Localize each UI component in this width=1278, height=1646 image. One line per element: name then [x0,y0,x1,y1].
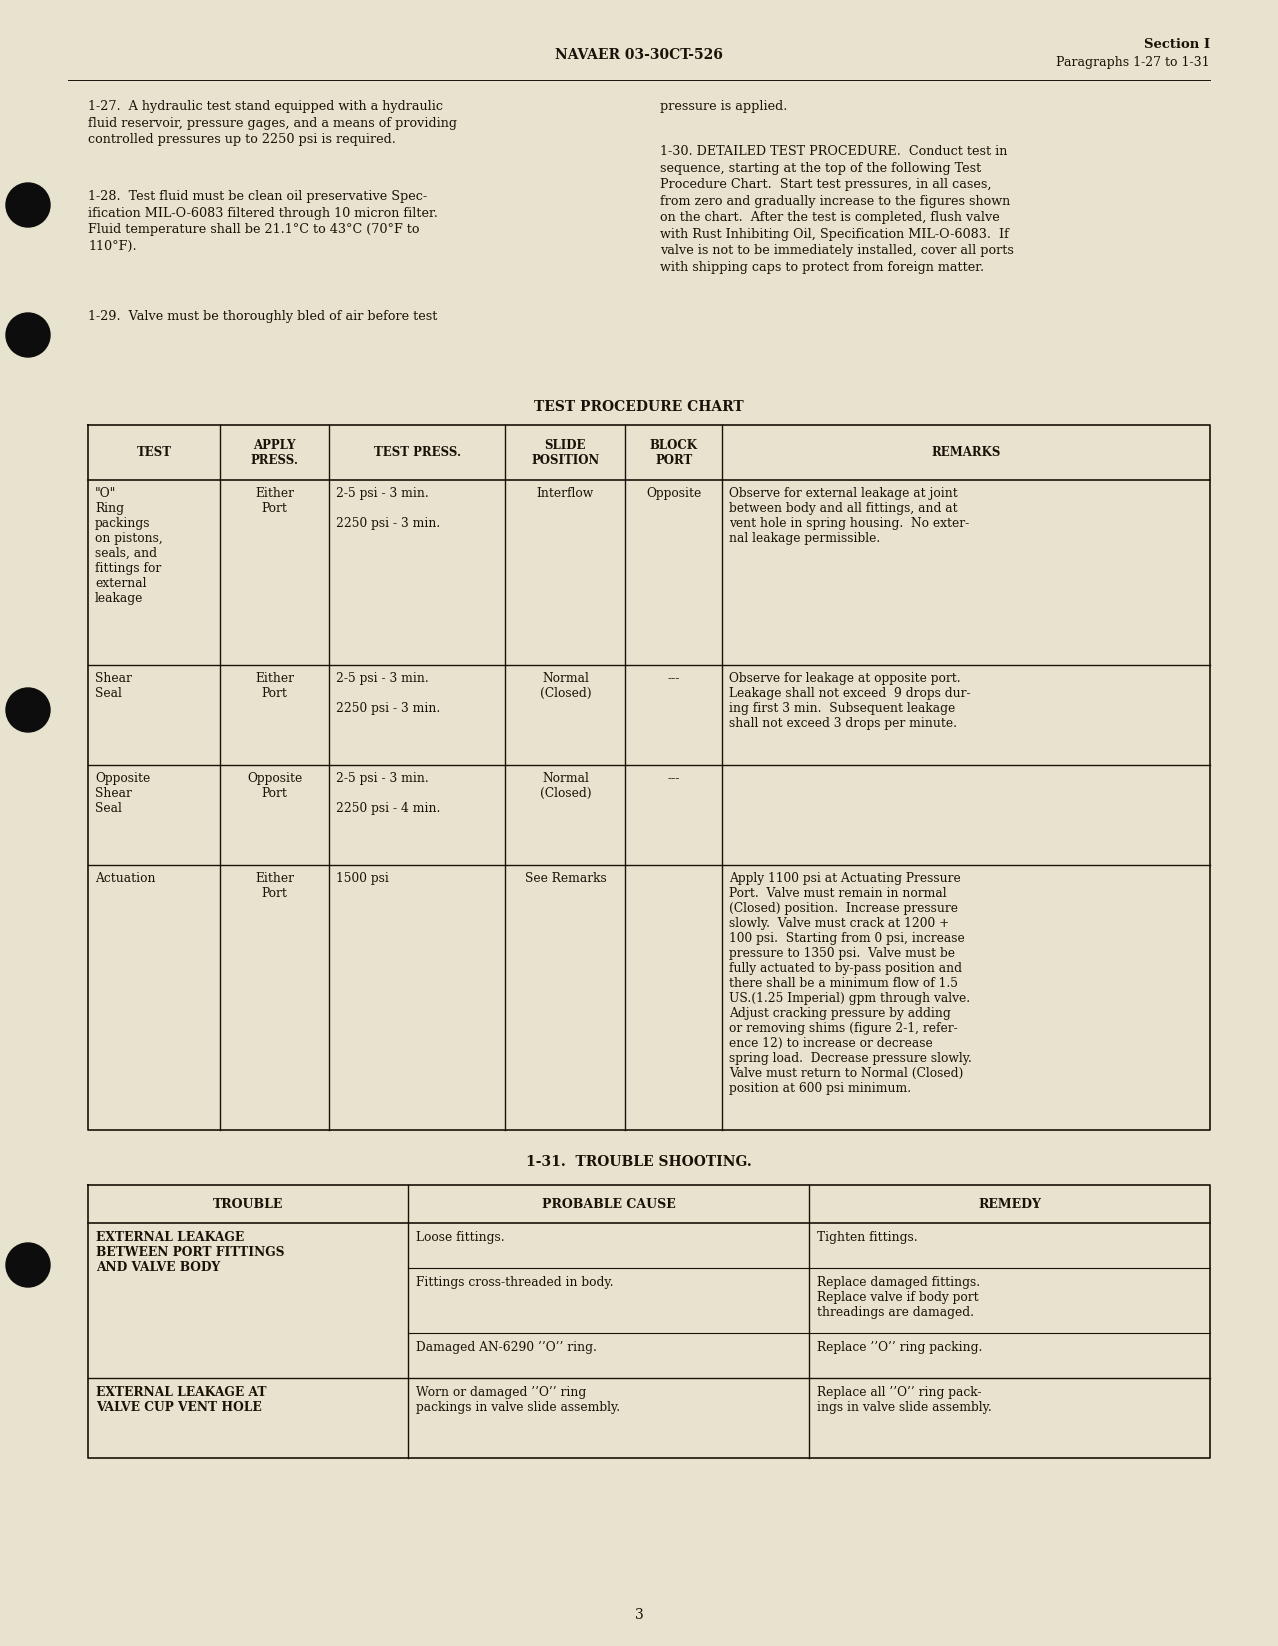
Text: Observe for leakage at opposite port.
Leakage shall not exceed  9 drops dur-
ing: Observe for leakage at opposite port. Le… [728,672,970,729]
Text: EXTERNAL LEAKAGE AT
VALVE CUP VENT HOLE: EXTERNAL LEAKAGE AT VALVE CUP VENT HOLE [96,1386,267,1414]
Text: Replace damaged fittings.
Replace valve if body port
threadings are damaged.: Replace damaged fittings. Replace valve … [818,1276,980,1318]
Text: ---: --- [667,672,680,685]
Text: Replace ’’O’’ ring packing.: Replace ’’O’’ ring packing. [818,1341,983,1355]
Text: NAVAER 03-30CT-526: NAVAER 03-30CT-526 [555,48,723,63]
Text: Either
Port: Either Port [256,672,294,700]
Text: "O"
Ring
packings
on pistons,
seals, and
fittings for
external
leakage: "O" Ring packings on pistons, seals, and… [95,487,162,606]
Text: See Remarks: See Remarks [524,872,606,886]
Circle shape [6,313,50,357]
Text: EXTERNAL LEAKAGE
BETWEEN PORT FITTINGS
AND VALVE BODY: EXTERNAL LEAKAGE BETWEEN PORT FITTINGS A… [96,1231,285,1274]
Text: TEST: TEST [137,446,171,459]
Text: 2-5 psi - 3 min.

2250 psi - 3 min.: 2-5 psi - 3 min. 2250 psi - 3 min. [336,487,441,530]
Text: BLOCK
PORT: BLOCK PORT [649,438,698,466]
Text: Damaged AN-6290 ’’O’’ ring.: Damaged AN-6290 ’’O’’ ring. [415,1341,597,1355]
Text: Either
Port: Either Port [256,487,294,515]
Text: Opposite
Port: Opposite Port [247,772,303,800]
Text: REMEDY: REMEDY [978,1198,1042,1210]
Text: Normal
(Closed): Normal (Closed) [539,772,592,800]
Text: Either
Port: Either Port [256,872,294,900]
Text: 1-27.  A hydraulic test stand equipped with a hydraulic
fluid reservoir, pressur: 1-27. A hydraulic test stand equipped wi… [88,100,458,146]
Text: REMARKS: REMARKS [932,446,1001,459]
Text: 1500 psi: 1500 psi [336,872,389,886]
Text: SLIDE
POSITION: SLIDE POSITION [532,438,599,466]
Text: Shear
Seal: Shear Seal [95,672,132,700]
Text: Paragraphs 1-27 to 1-31: Paragraphs 1-27 to 1-31 [1057,56,1210,69]
Text: 2-5 psi - 3 min.

2250 psi - 3 min.: 2-5 psi - 3 min. 2250 psi - 3 min. [336,672,441,714]
Text: Loose fittings.: Loose fittings. [415,1231,505,1244]
Text: 1-28.  Test fluid must be clean oil preservative Spec-
ification MIL-O-6083 filt: 1-28. Test fluid must be clean oil prese… [88,189,438,252]
Text: Apply 1100 psi at Actuating Pressure
Port.  Valve must remain in normal
(Closed): Apply 1100 psi at Actuating Pressure Por… [728,872,971,1095]
Text: ---: --- [667,772,680,785]
Circle shape [6,183,50,227]
Text: Worn or damaged ’’O’’ ring
packings in valve slide assembly.: Worn or damaged ’’O’’ ring packings in v… [415,1386,620,1414]
Text: Opposite: Opposite [647,487,702,500]
Text: pressure is applied.: pressure is applied. [659,100,787,114]
Text: Observe for external leakage at joint
between body and all fittings, and at
vent: Observe for external leakage at joint be… [728,487,969,545]
Text: 3: 3 [635,1608,643,1621]
Text: TEST PRESS.: TEST PRESS. [373,446,461,459]
Text: APPLY
PRESS.: APPLY PRESS. [250,438,299,466]
Text: Opposite
Shear
Seal: Opposite Shear Seal [95,772,151,815]
Text: 1-31.  TROUBLE SHOOTING.: 1-31. TROUBLE SHOOTING. [527,1155,751,1169]
Text: 1-29.  Valve must be thoroughly bled of air before test: 1-29. Valve must be thoroughly bled of a… [88,309,437,323]
Text: Fittings cross-threaded in body.: Fittings cross-threaded in body. [415,1276,613,1289]
Circle shape [6,1243,50,1287]
Circle shape [6,688,50,732]
Text: Interflow: Interflow [537,487,594,500]
Text: 2-5 psi - 3 min.

2250 psi - 4 min.: 2-5 psi - 3 min. 2250 psi - 4 min. [336,772,441,815]
Text: Tighten fittings.: Tighten fittings. [818,1231,918,1244]
Text: 1-30. DETAILED TEST PROCEDURE.  Conduct test in
sequence, starting at the top of: 1-30. DETAILED TEST PROCEDURE. Conduct t… [659,145,1013,273]
Text: TEST PROCEDURE CHART: TEST PROCEDURE CHART [534,400,744,415]
Text: Replace all ’’O’’ ring pack-
ings in valve slide assembly.: Replace all ’’O’’ ring pack- ings in val… [818,1386,992,1414]
Text: Actuation: Actuation [95,872,156,886]
Text: Section I: Section I [1144,38,1210,51]
Text: TROUBLE: TROUBLE [212,1198,282,1210]
Text: PROBABLE CAUSE: PROBABLE CAUSE [542,1198,676,1210]
Text: Normal
(Closed): Normal (Closed) [539,672,592,700]
